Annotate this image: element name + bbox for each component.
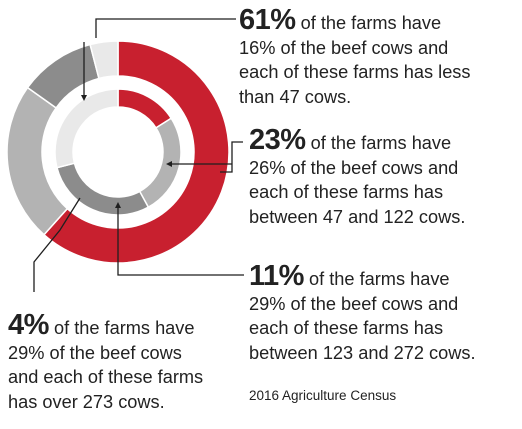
annotation-23-line-3: each of these farms has <box>249 182 444 202</box>
source-note: 2016 Agriculture Census <box>249 388 397 403</box>
annotation-23-line-4: between 47 and 122 cows. <box>249 206 466 227</box>
leader-4 <box>33 197 81 292</box>
leader-61-inner-arrowhead <box>81 95 87 101</box>
annotation-23-percent-value: 23% <box>249 124 306 156</box>
inner-ring-segment-1 <box>117 88 173 129</box>
annotation-4-line-1: of the farms have <box>53 318 195 338</box>
outer-ring <box>6 40 230 264</box>
annotation-61-line-1: of the farms have <box>300 13 442 33</box>
annotation-11-line-4: between 123 and 272 cows. <box>249 342 476 363</box>
annotation-11-line-3: each of these farms has <box>249 318 444 338</box>
annotation-11-line-2: 29% of the beef cows and <box>249 293 459 314</box>
inner-ring-segment-2 <box>138 117 182 209</box>
annotation-11-percent: 11% of the farms have 29% of the beef co… <box>249 262 519 365</box>
annotation-4-percent: 4% of the farms have 29% of the beef cow… <box>8 311 243 414</box>
inner-ring-segment-3 <box>56 162 150 216</box>
leader-11 <box>117 208 244 276</box>
annotation-11-percent-value: 11% <box>249 260 304 292</box>
inner-ring-segment-4 <box>54 88 119 169</box>
annotation-4-line-3: and each of these farms <box>8 367 204 387</box>
annotation-23-line-2: 26% of the beef cows and <box>249 157 459 178</box>
inner-ring <box>54 88 182 216</box>
annotation-4-line-2: 29% of the beef cows <box>8 342 182 363</box>
annotation-4-line-4: has over 273 cows. <box>8 391 165 412</box>
annotation-61-percent-value: 61% <box>239 4 296 36</box>
annotation-61-percent: 61% of the farms have 16% of the beef co… <box>239 6 519 109</box>
annotation-23-percent: 23% of the farms have 26% of the beef co… <box>249 126 519 229</box>
leader-23-outer <box>220 141 243 173</box>
annotation-61-line-2: 16% of the beef cows and <box>239 37 449 58</box>
leader-23-inner-arrowhead <box>166 161 172 167</box>
leader-lines <box>33 18 244 292</box>
annotation-4-percent-value: 4% <box>8 309 49 341</box>
annotation-11-line-1: of the farms have <box>309 269 450 289</box>
outer-ring-segment-1 <box>42 40 230 264</box>
leader-61-outer <box>95 18 236 38</box>
annotation-61-line-4: than 47 cows. <box>239 86 352 107</box>
outer-ring-segment-4 <box>89 40 119 80</box>
leader-11-arrowhead <box>115 202 121 208</box>
annotation-23-line-1: of the farms have <box>310 133 452 153</box>
annotation-61-line-3: each of these farms has less <box>239 62 471 82</box>
